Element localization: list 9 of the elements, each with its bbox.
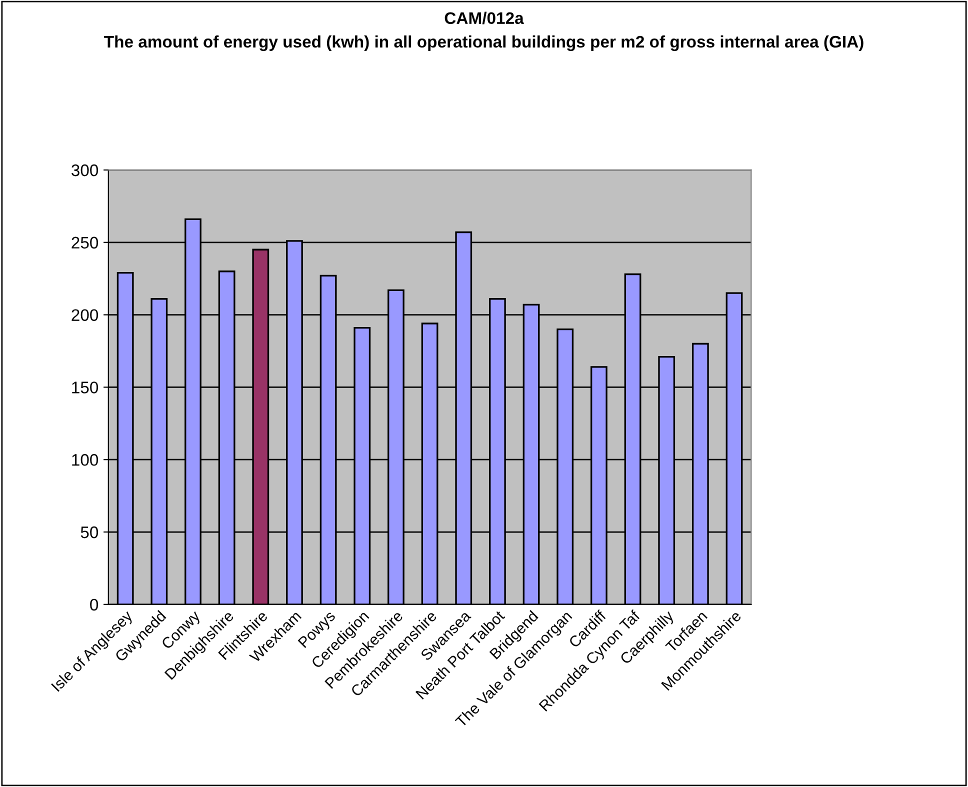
y-tick-label: 300: [72, 164, 98, 176]
y-tick-label: 50: [80, 526, 98, 538]
y-tick-label: 200: [72, 309, 98, 322]
y-tick-label: 250: [72, 236, 98, 249]
y-tick-label: 100: [72, 454, 98, 466]
y-tick-label: 0: [90, 598, 98, 611]
y-tick-label: 150: [72, 382, 98, 394]
chart-title: CAM/012a: [444, 12, 524, 24]
chart-subtitle: The amount of energy used (kwh) in all operational buildings per m2 of gross internal area (GIA): [104, 35, 864, 52]
